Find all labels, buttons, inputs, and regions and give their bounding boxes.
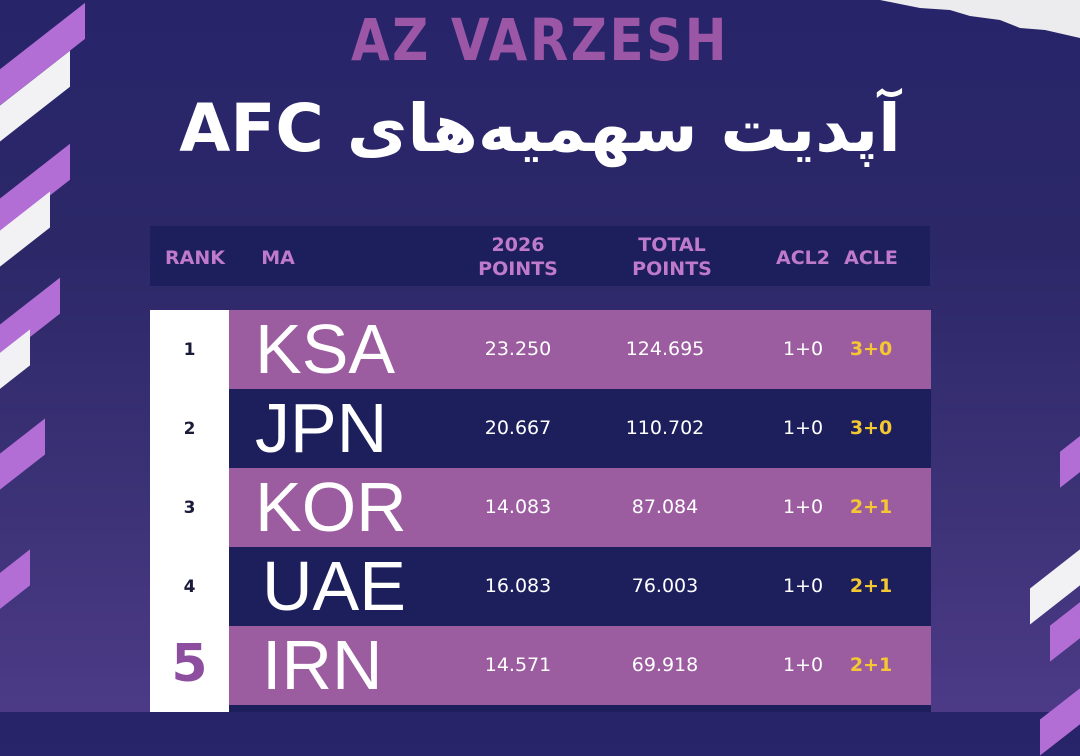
row-acl2: 1+0 (782, 575, 824, 597)
row-total-points: 76.003 (631, 575, 699, 597)
row-total-points: 87.084 (631, 496, 699, 518)
row-rank: 3 (183, 498, 196, 518)
row-rank: 2 (183, 419, 196, 439)
row-rank: 1 (183, 340, 196, 360)
rank-column (150, 310, 229, 712)
row-code: KOR (255, 468, 407, 546)
header-ma: MA (261, 247, 295, 269)
header-total-line2: POINTS (632, 258, 712, 280)
row-code: KSA (255, 310, 396, 388)
row-code: JPN (255, 389, 388, 467)
table-row (229, 547, 931, 626)
row-total-points: 69.918 (631, 654, 699, 676)
row-points-2026: 14.571 (484, 654, 552, 676)
row-points-2026: 14.083 (484, 496, 552, 518)
row-total-points: 124.695 (625, 338, 705, 360)
table-row-partial (229, 705, 931, 712)
row-code: UAE (262, 547, 406, 625)
row-acle: 3+0 (849, 338, 893, 360)
table-header (150, 226, 930, 286)
row-acle: 3+0 (849, 417, 893, 439)
row-points-2026: 23.250 (484, 338, 552, 360)
row-acle: 2+1 (849, 575, 893, 597)
row-code: IRN (262, 626, 383, 704)
header-acle: ACLE (844, 247, 898, 269)
table-row (229, 310, 931, 389)
row-rank: 5 (171, 634, 208, 694)
table-row (229, 468, 931, 547)
header-total-line1: TOTAL (638, 234, 706, 256)
row-acl2: 1+0 (782, 338, 824, 360)
row-rank: 4 (183, 577, 196, 597)
header-acl2: ACL2 (776, 247, 830, 269)
row-acl2: 1+0 (782, 654, 824, 676)
row-acl2: 1+0 (782, 417, 824, 439)
row-total-points: 110.702 (625, 417, 705, 439)
row-acle: 2+1 (849, 496, 893, 518)
page-title: آپدیت سهمیه‌های AFC (179, 90, 901, 167)
row-points-2026: 20.667 (484, 417, 552, 439)
row-acl2: 1+0 (782, 496, 824, 518)
torn-paper-corner (880, 0, 1080, 38)
row-acle: 2+1 (849, 654, 893, 676)
table-row (229, 389, 931, 468)
row-points-2026: 16.083 (484, 575, 552, 597)
header-rank: RANK (165, 247, 225, 269)
header-2026-line1: 2026 (491, 234, 545, 256)
brand-title: AZ VARZESH (350, 6, 730, 74)
header-2026-line2: POINTS (478, 258, 558, 280)
table-row (229, 626, 931, 705)
